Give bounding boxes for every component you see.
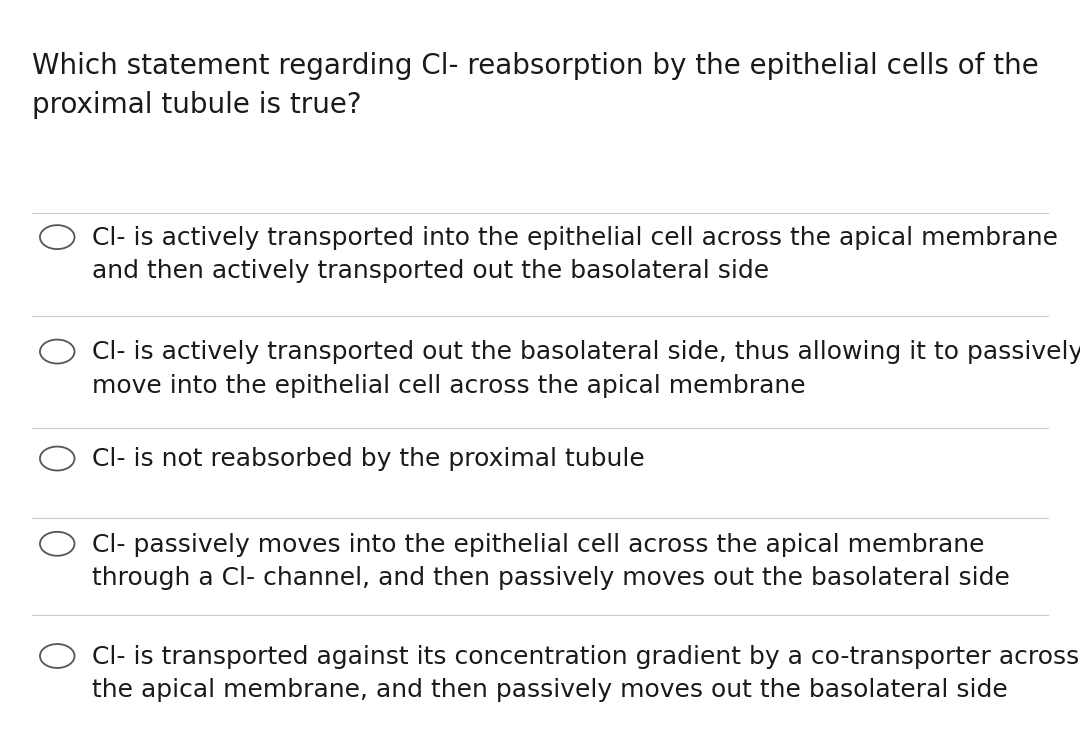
Text: Cl- passively moves into the epithelial cell across the apical membrane
through : Cl- passively moves into the epithelial … — [92, 533, 1010, 590]
Text: Cl- is actively transported out the basolateral side, thus allowing it to passiv: Cl- is actively transported out the baso… — [92, 340, 1080, 398]
Text: Cl- is transported against its concentration gradient by a co-transporter across: Cl- is transported against its concentra… — [92, 645, 1079, 702]
Text: Which statement regarding Cl- reabsorption by the epithelial cells of the
proxim: Which statement regarding Cl- reabsorpti… — [32, 52, 1039, 120]
Text: Cl- is not reabsorbed by the proximal tubule: Cl- is not reabsorbed by the proximal tu… — [92, 447, 645, 471]
Text: Cl- is actively transported into the epithelial cell across the apical membrane
: Cl- is actively transported into the epi… — [92, 226, 1057, 283]
